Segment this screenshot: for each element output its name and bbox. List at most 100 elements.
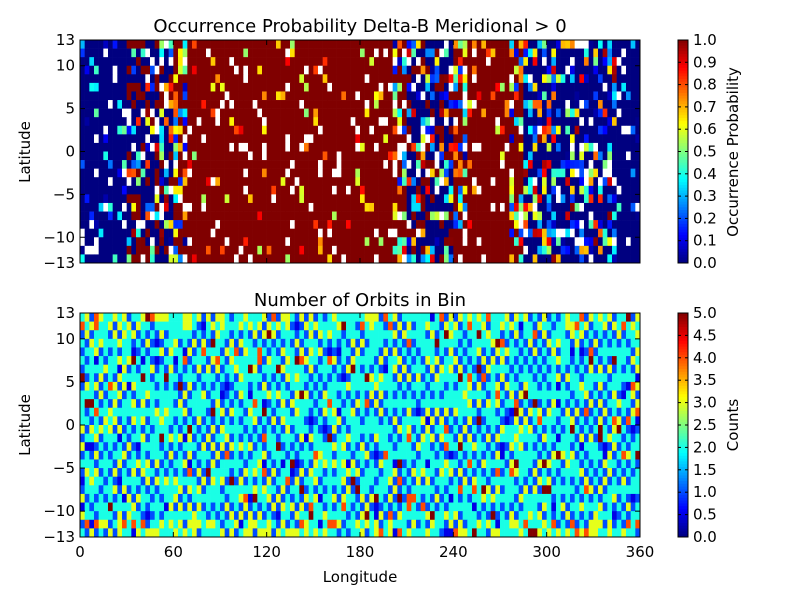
heatmap-cell [472,330,477,340]
heatmap-cell [374,313,379,322]
heatmap-cell [616,399,622,409]
heatmap-cell [630,160,636,169]
heatmap-cell [84,125,90,135]
heatmap-cell [588,416,594,426]
heatmap-cell [425,245,431,255]
heatmap-cell [462,108,468,118]
heatmap-cell [607,211,613,221]
heatmap-cell [266,254,272,264]
heatmap-cell [252,245,258,255]
heatmap-cell [192,220,197,229]
heatmap-cell [294,390,300,400]
heatmap-cell [234,338,239,348]
heatmap-cell [476,82,482,92]
heatmap-cell [98,108,104,118]
heatmap-cell [486,321,491,331]
heatmap-cell [206,220,211,229]
heatmap-cell [607,338,613,348]
heatmap-cell [612,202,617,212]
heatmap-cell [192,254,197,264]
heatmap-cell [332,407,337,417]
heatmap-cell [626,125,631,135]
heatmap-cell [495,108,501,118]
heatmap-cell [159,65,165,75]
heatmap-cell [84,117,90,127]
heatmap-cell [229,347,235,357]
heatmap-cell [131,91,137,101]
heatmap-cell [514,399,519,409]
heatmap-cell [476,330,482,340]
heatmap-cell [224,65,230,75]
heatmap-cell [201,40,207,49]
heatmap-cell [243,211,249,221]
heatmap-cell [518,168,524,178]
heatmap-cell [462,160,468,169]
heatmap-cell [495,228,501,238]
heatmap-cell [98,373,104,383]
heatmap-cell [430,313,435,322]
heatmap-cell [570,74,575,84]
heatmap-cell [528,108,533,118]
heatmap-cell [145,177,151,187]
heatmap-cell [308,228,314,238]
heatmap-cell [154,425,160,434]
heatmap-cell [588,65,594,75]
heatmap-cell [136,254,141,264]
heatmap-cell [182,390,188,400]
heatmap-cell [570,425,575,434]
heatmap-cell [490,330,496,340]
heatmap-cell [210,194,216,204]
heatmap-cell [397,40,403,49]
heatmap-cell [103,40,109,49]
heatmap-cell [280,91,286,101]
heatmap-cell [523,407,529,417]
heatmap-cell [257,254,263,264]
heatmap-cell [252,433,258,443]
heatmap-cell [210,254,216,264]
heatmap-cell [332,237,337,247]
heatmap-cell [313,254,319,264]
heatmap-cell [112,254,118,264]
heatmap-cell [164,48,169,58]
heatmap-cell [612,381,617,391]
heatmap-cell [406,142,412,152]
heatmap-cell [392,381,398,391]
heatmap-cell [276,381,281,391]
heatmap-cell [84,194,90,204]
heatmap-cell [635,211,641,221]
heatmap-cell [285,108,291,118]
heatmap-cell [150,57,155,67]
heatmap-cell [257,399,263,409]
heatmap-cell [257,65,263,75]
heatmap-cell [131,330,137,340]
heatmap-cell [383,202,389,212]
heatmap-cell [150,220,155,229]
heatmap-cell [80,91,85,101]
heatmap-cell [168,425,174,434]
heatmap-cell [556,220,561,229]
heatmap-cell [383,373,389,383]
heatmap-cell [444,117,449,127]
heatmap-cell [122,82,127,92]
heatmap-cell [234,416,239,426]
colorbar-segment [678,73,688,77]
heatmap-cell [602,347,608,357]
heatmap-cell [84,100,90,109]
heatmap-cell [383,125,389,135]
heatmap-cell [430,100,435,109]
heatmap-cell [476,185,482,195]
heatmap-cell [313,399,319,409]
heatmap-cell [299,330,305,340]
heatmap-cell [551,416,557,426]
heatmap-cell [173,254,179,264]
heatmap-cell [528,91,533,101]
heatmap-cell [560,356,566,365]
heatmap-cell [154,185,160,195]
heatmap-cell [304,194,309,204]
heatmap-cell [290,65,295,75]
heatmap-cell [397,254,403,264]
heatmap-cell [360,134,365,144]
heatmap-cell [243,338,249,348]
heatmap-cell [430,91,435,101]
heatmap-cell [588,74,594,84]
